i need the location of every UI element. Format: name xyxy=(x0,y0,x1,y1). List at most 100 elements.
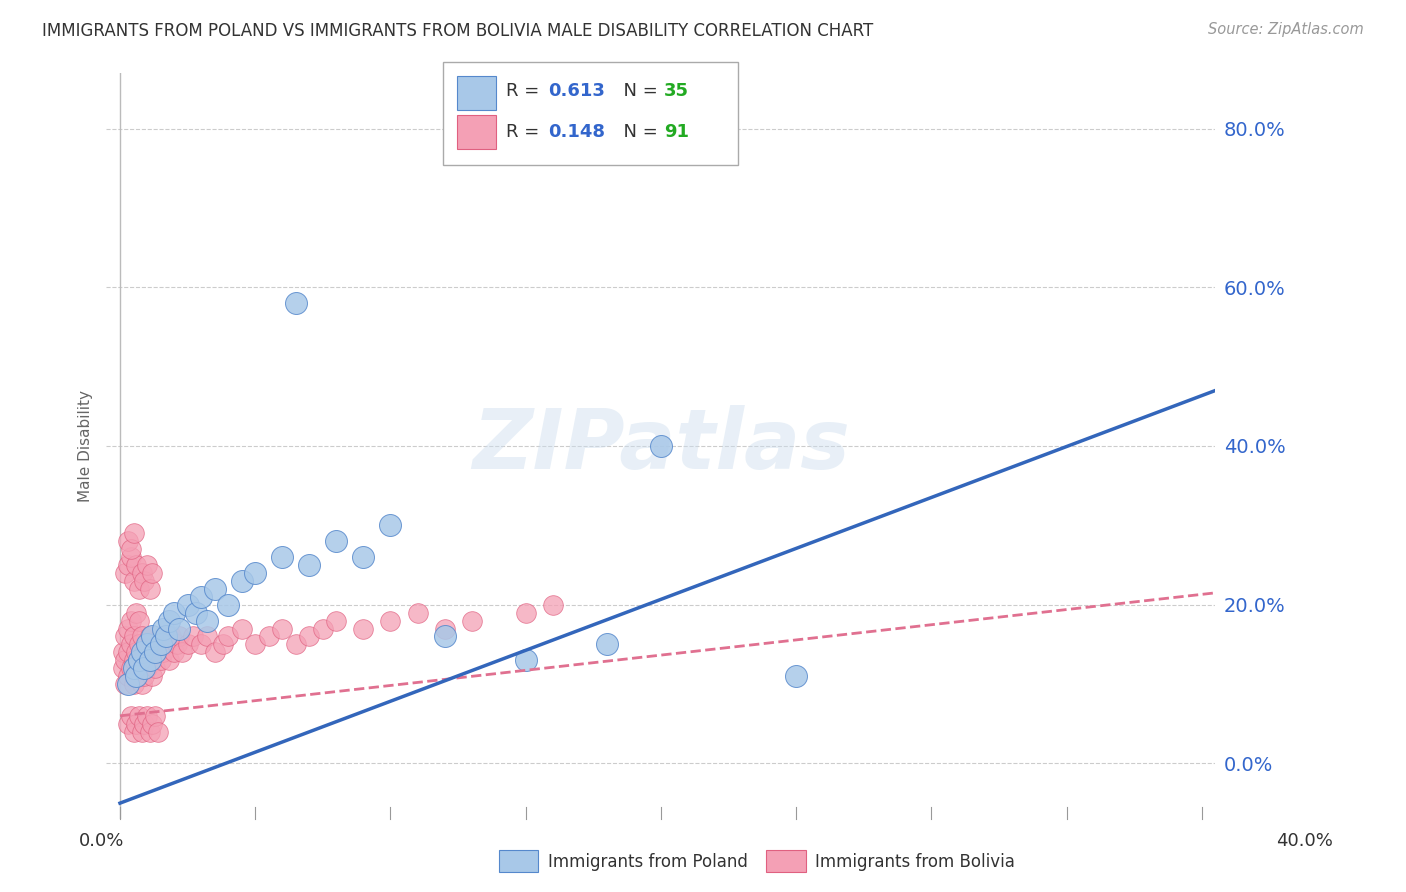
Point xyxy=(152,645,174,659)
Point xyxy=(131,566,153,580)
Point xyxy=(114,677,136,691)
Point xyxy=(117,645,139,659)
Point xyxy=(146,637,169,651)
Point xyxy=(131,645,153,659)
Point xyxy=(128,661,150,675)
Point xyxy=(122,724,145,739)
Point xyxy=(131,653,153,667)
Point xyxy=(184,606,207,620)
Point xyxy=(231,622,253,636)
Point xyxy=(433,622,456,636)
Point xyxy=(125,645,148,659)
Text: ZIPatlas: ZIPatlas xyxy=(472,406,849,486)
Point xyxy=(149,653,172,667)
Point xyxy=(298,558,321,572)
Point xyxy=(149,637,172,651)
Point xyxy=(257,630,280,644)
Point xyxy=(114,566,136,580)
Point xyxy=(122,630,145,644)
Point xyxy=(128,709,150,723)
Point xyxy=(157,653,180,667)
Point xyxy=(190,590,212,604)
Point xyxy=(117,622,139,636)
Point xyxy=(131,677,153,691)
Point xyxy=(120,709,142,723)
Point xyxy=(125,669,148,683)
Point xyxy=(122,653,145,667)
Point xyxy=(169,622,191,636)
Point xyxy=(128,582,150,596)
Point xyxy=(143,661,166,675)
Text: 0.613: 0.613 xyxy=(548,82,605,100)
Point xyxy=(217,630,239,644)
Point xyxy=(460,614,482,628)
Text: 35: 35 xyxy=(664,82,689,100)
Point xyxy=(125,716,148,731)
Point xyxy=(111,645,134,659)
Point xyxy=(128,653,150,667)
Point xyxy=(111,661,134,675)
Point xyxy=(125,669,148,683)
Text: R =: R = xyxy=(506,123,546,141)
Point xyxy=(245,637,267,651)
Point xyxy=(134,716,156,731)
Point xyxy=(380,614,402,628)
Point xyxy=(136,637,159,651)
Point xyxy=(122,677,145,691)
Point xyxy=(141,630,163,644)
Text: N =: N = xyxy=(612,123,664,141)
Point xyxy=(117,716,139,731)
Point xyxy=(325,614,347,628)
Point xyxy=(125,606,148,620)
Text: R =: R = xyxy=(506,82,546,100)
Point xyxy=(136,709,159,723)
Point xyxy=(160,630,183,644)
Y-axis label: Male Disability: Male Disability xyxy=(79,390,93,502)
Point xyxy=(120,542,142,557)
Point xyxy=(176,637,198,651)
Text: 91: 91 xyxy=(664,123,689,141)
Point xyxy=(141,566,163,580)
Point xyxy=(284,637,307,651)
Point xyxy=(163,606,186,620)
Text: Immigrants from Poland: Immigrants from Poland xyxy=(548,853,748,871)
Point xyxy=(114,653,136,667)
Point xyxy=(122,661,145,675)
Point xyxy=(157,614,180,628)
Point xyxy=(120,550,142,565)
Point xyxy=(117,669,139,683)
Text: Immigrants from Bolivia: Immigrants from Bolivia xyxy=(815,853,1015,871)
Point xyxy=(152,622,174,636)
Point xyxy=(169,630,191,644)
Point xyxy=(380,518,402,533)
Point xyxy=(204,582,226,596)
Point xyxy=(245,566,267,580)
Point xyxy=(785,669,807,683)
Point xyxy=(134,574,156,588)
Point xyxy=(181,630,204,644)
Point xyxy=(117,558,139,572)
Point xyxy=(406,606,429,620)
Point xyxy=(515,653,537,667)
Point xyxy=(143,645,166,659)
Text: 0.0%: 0.0% xyxy=(79,831,124,849)
Point xyxy=(114,630,136,644)
Text: 0.148: 0.148 xyxy=(548,123,606,141)
Text: Source: ZipAtlas.com: Source: ZipAtlas.com xyxy=(1208,22,1364,37)
Point xyxy=(211,637,233,651)
Point xyxy=(298,630,321,644)
Point xyxy=(136,558,159,572)
Point xyxy=(134,661,156,675)
Point xyxy=(217,598,239,612)
Point xyxy=(515,606,537,620)
Point xyxy=(117,534,139,549)
Point xyxy=(139,582,162,596)
Point xyxy=(650,439,672,453)
Point xyxy=(195,630,218,644)
Point xyxy=(352,622,374,636)
Point xyxy=(352,550,374,565)
Point xyxy=(155,630,177,644)
Point xyxy=(284,296,307,310)
Point xyxy=(141,669,163,683)
Point xyxy=(139,724,162,739)
